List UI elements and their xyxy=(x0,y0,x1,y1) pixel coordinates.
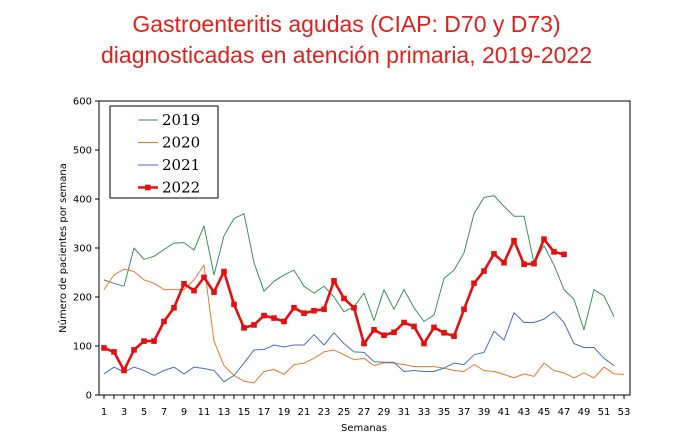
data-point-2022 xyxy=(551,249,557,255)
data-point-2022 xyxy=(221,268,227,275)
data-point-2022 xyxy=(361,340,367,347)
series-line-2020 xyxy=(103,264,625,384)
legend-label-2021: 2021 xyxy=(162,156,200,174)
legend-marker-2022 xyxy=(145,184,151,191)
x-tick-label: 19 xyxy=(278,407,291,418)
x-tick-label: 23 xyxy=(318,407,331,418)
data-point-2022 xyxy=(481,268,487,274)
data-point-2022 xyxy=(331,278,337,284)
x-tick-label: 11 xyxy=(198,407,211,418)
data-point-2022 xyxy=(191,287,197,294)
y-axis-label: Número de pacientes por semana xyxy=(57,163,69,333)
x-tick-label: 5 xyxy=(141,407,147,418)
x-tick-label: 3 xyxy=(121,407,127,418)
data-point-2022 xyxy=(381,332,387,339)
x-tick-label: 17 xyxy=(258,407,271,418)
data-point-2022 xyxy=(341,295,347,302)
data-point-2022 xyxy=(171,304,177,311)
x-tick-label: 51 xyxy=(598,407,611,418)
y-tick-label: 600 xyxy=(73,97,92,108)
legend-label-2019: 2019 xyxy=(162,111,200,129)
data-point-2022 xyxy=(181,280,187,287)
data-point-2022 xyxy=(441,329,447,336)
x-tick-label: 31 xyxy=(398,407,411,418)
x-tick-label: 25 xyxy=(338,407,351,418)
x-tick-label: 35 xyxy=(438,407,451,418)
legend-label-2020: 2020 xyxy=(162,134,200,152)
data-point-2022 xyxy=(311,307,317,314)
data-point-2022 xyxy=(161,318,167,325)
data-point-2022 xyxy=(201,274,207,281)
data-point-2022 xyxy=(271,315,277,321)
data-point-2022 xyxy=(511,237,517,244)
x-tick-label: 43 xyxy=(518,407,531,418)
data-point-2022 xyxy=(261,312,267,319)
data-point-2022 xyxy=(401,319,407,326)
data-point-2022 xyxy=(451,333,457,339)
legend-box xyxy=(109,105,219,199)
data-point-2022 xyxy=(241,325,247,331)
x-tick-label: 1 xyxy=(101,407,107,418)
x-tick-label: 39 xyxy=(478,407,491,418)
data-point-2022 xyxy=(251,322,257,328)
x-tick-label: 33 xyxy=(418,407,431,418)
data-point-2022 xyxy=(501,259,507,266)
y-tick-label: 100 xyxy=(73,342,92,353)
y-tick-label: 0 xyxy=(86,391,92,402)
data-point-2022 xyxy=(231,301,237,308)
data-point-2022 xyxy=(121,367,127,374)
x-tick-label: 9 xyxy=(181,407,187,418)
series-line-2019 xyxy=(103,195,615,331)
y-tick-label: 500 xyxy=(73,146,92,157)
data-point-2022 xyxy=(521,261,527,267)
x-tick-label: 29 xyxy=(378,407,391,418)
x-tick-label: 13 xyxy=(218,407,231,418)
data-point-2022 xyxy=(301,310,307,316)
data-point-2022 xyxy=(101,345,107,351)
data-point-2022 xyxy=(561,251,567,258)
series-line-2021 xyxy=(103,311,615,383)
legend-label-2022: 2022 xyxy=(162,179,200,197)
data-point-2022 xyxy=(411,323,417,330)
data-point-2022 xyxy=(131,347,137,353)
chart-title-line1: Gastroenteritis agudas (CIAP: D70 y D73) xyxy=(132,11,561,37)
x-axis-label: Semanas xyxy=(341,423,387,434)
chart-title-line2: diagnosticadas en atención primaria, 201… xyxy=(101,42,592,68)
x-tick-label: 53 xyxy=(618,407,631,418)
data-point-2022 xyxy=(351,304,357,311)
x-tick-label: 41 xyxy=(498,407,511,418)
x-tick-label: 49 xyxy=(578,407,591,418)
y-tick-label: 300 xyxy=(73,244,92,255)
x-tick-label: 47 xyxy=(558,407,571,418)
data-point-2022 xyxy=(491,251,497,257)
data-point-2022 xyxy=(371,327,377,333)
data-point-2022 xyxy=(141,338,147,344)
x-tick-label: 27 xyxy=(358,407,371,418)
series-line-2022 xyxy=(103,237,565,372)
data-point-2022 xyxy=(321,306,327,313)
y-tick-label: 200 xyxy=(73,293,92,304)
y-tick-label: 400 xyxy=(73,195,92,206)
data-point-2022 xyxy=(151,338,157,344)
data-point-2022 xyxy=(211,289,217,295)
data-point-2022 xyxy=(461,306,467,313)
x-tick-label: 21 xyxy=(298,407,311,418)
data-point-2022 xyxy=(431,324,437,331)
data-point-2022 xyxy=(281,318,287,325)
data-point-2022 xyxy=(391,329,397,336)
x-tick-label: 37 xyxy=(458,407,471,418)
data-point-2022 xyxy=(291,304,297,311)
data-point-2022 xyxy=(531,260,537,267)
data-point-2022 xyxy=(541,236,547,242)
x-tick-label: 7 xyxy=(161,407,167,418)
data-point-2022 xyxy=(471,280,477,287)
data-point-2022 xyxy=(421,340,427,347)
x-tick-label: 45 xyxy=(538,407,551,418)
x-tick-label: 15 xyxy=(238,407,251,418)
data-point-2022 xyxy=(111,349,117,355)
